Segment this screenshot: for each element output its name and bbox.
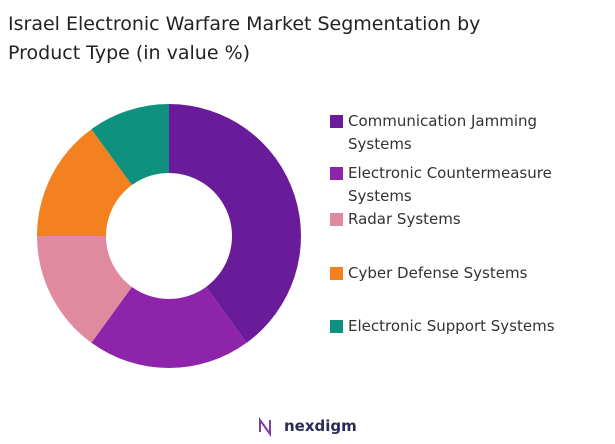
donut-segment xyxy=(37,236,132,343)
legend-label: Electronic Countermeasure Systems xyxy=(348,164,552,205)
legend-swatch xyxy=(330,115,343,128)
legend-label: Electronic Support Systems xyxy=(348,317,555,335)
legend-swatch xyxy=(330,320,343,333)
donut-segment xyxy=(91,104,169,186)
donut-segment xyxy=(91,286,247,368)
legend-swatch xyxy=(330,167,343,180)
legend-swatch xyxy=(330,213,343,226)
legend-label: Cyber Defense Systems xyxy=(348,264,528,282)
donut-segment xyxy=(169,104,302,343)
brand: nexdigm xyxy=(284,417,357,435)
legend-label: Communication Jamming Systems xyxy=(348,112,538,153)
chart-title: Israel Electronic Warfare Market Segment… xyxy=(8,13,481,64)
brand-logo xyxy=(259,416,271,438)
legend-swatch xyxy=(330,267,343,280)
donut-segment xyxy=(37,129,132,236)
legend-label: Radar Systems xyxy=(348,210,461,228)
